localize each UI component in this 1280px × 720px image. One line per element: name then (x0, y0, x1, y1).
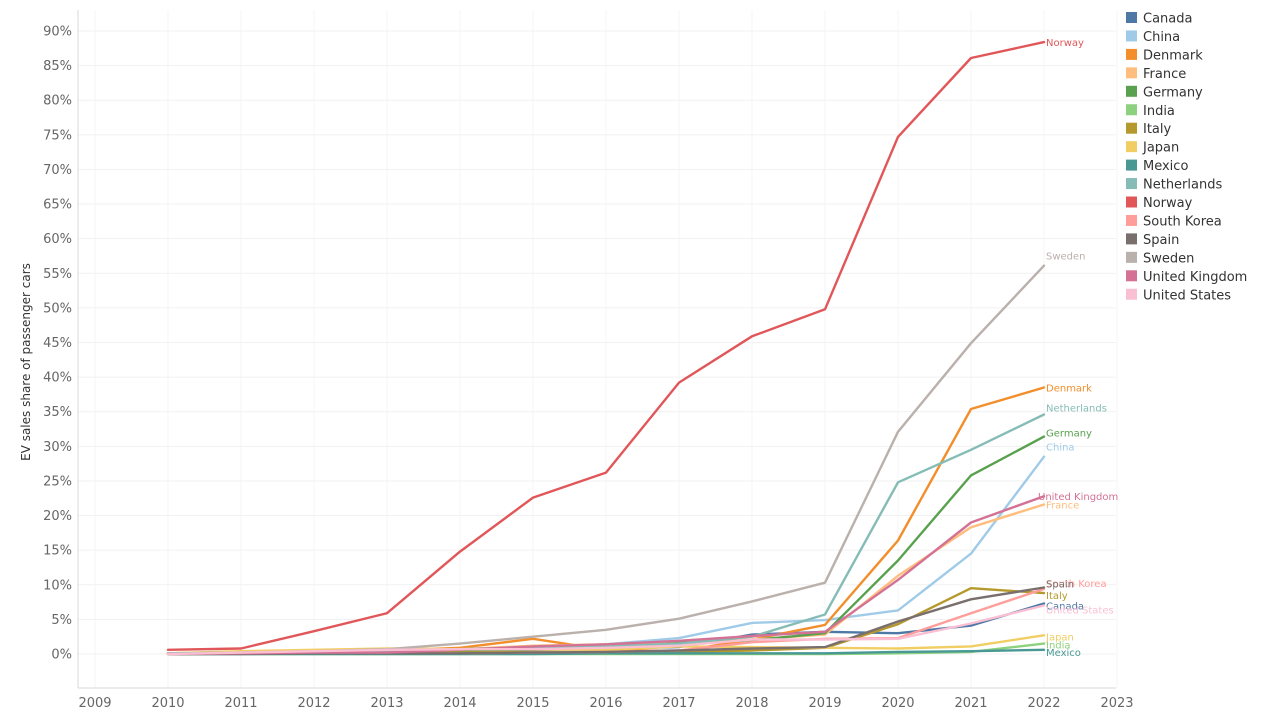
legend-label-spain: Spain (1143, 233, 1179, 248)
x-tick-label: 2016 (589, 696, 622, 711)
legend-label-germany: Germany (1143, 85, 1203, 100)
legend-label-south-korea: South Korea (1143, 214, 1222, 229)
end-label-japan: Japan (1045, 632, 1074, 643)
end-label-germany: Germany (1046, 429, 1092, 440)
y-tick-label: 50% (43, 301, 72, 316)
legend-swatch-norway (1126, 196, 1137, 208)
end-label-netherlands: Netherlands (1046, 403, 1107, 414)
y-axis-title: EV sales share of passenger cars (19, 263, 33, 461)
y-tick-label: 70% (43, 163, 72, 178)
legend-label-denmark: Denmark (1143, 48, 1203, 63)
series-line-united-states (166, 604, 1046, 656)
legend-swatch-united-states (1126, 288, 1137, 300)
y-tick-label: 90% (43, 25, 72, 40)
y-tick-label: 30% (43, 440, 72, 455)
end-label-france: France (1046, 500, 1079, 511)
series-line-norway (166, 40, 1046, 651)
y-tick-label: 45% (43, 336, 72, 351)
legend-label-japan: Japan (1142, 141, 1179, 156)
series-lines (166, 40, 1046, 656)
legend-swatch-france (1126, 67, 1137, 79)
x-tick-label: 2019 (808, 696, 841, 711)
end-label-sweden: Sweden (1046, 252, 1086, 263)
gridlines (78, 10, 1118, 688)
x-tick-label: 2009 (78, 696, 111, 711)
x-tick-label: 2010 (151, 696, 184, 711)
y-tick-label: 10% (43, 578, 72, 593)
end-label-norway: Norway (1046, 38, 1084, 49)
x-tick-label: 2013 (370, 696, 403, 711)
x-tick-label: 2021 (954, 696, 987, 711)
legend-swatch-netherlands (1126, 178, 1137, 190)
legend-label-united-states: United States (1143, 288, 1231, 303)
legend-swatch-germany (1126, 85, 1137, 97)
legend-swatch-spain (1126, 233, 1137, 245)
axes: 0% 5% 10% 15% 20% 25% 30% 35% 40% 45% 50% 55% 60% 65%… (43, 10, 1134, 711)
legend-swatch-india (1126, 104, 1137, 116)
legend-swatch-japan (1126, 141, 1137, 153)
y-tick-label: 20% (43, 509, 72, 524)
y-tick-label: 80% (43, 94, 72, 109)
legend-label-norway: Norway (1143, 196, 1193, 211)
end-label-united-kingdom: United Kingdom (1038, 492, 1118, 503)
y-tick-label: 85% (43, 59, 72, 74)
x-tick-label: 2017 (662, 696, 695, 711)
y-tick-label: 40% (43, 371, 72, 386)
x-tick-label: 2012 (297, 696, 330, 711)
y-tick-label: 60% (43, 232, 72, 247)
legend-swatch-denmark (1126, 48, 1137, 60)
x-tick-label: 2023 (1100, 696, 1133, 711)
legend-swatch-canada (1126, 12, 1137, 23)
legend-label-united-kingdom: United Kingdom (1143, 270, 1247, 285)
end-label-italy: Italy (1046, 591, 1068, 602)
x-tick-label: 2020 (881, 696, 914, 711)
y-tick-label: 75% (43, 128, 72, 143)
y-tick-label: 55% (43, 267, 72, 282)
x-tick-label: 2018 (735, 696, 768, 711)
legend-label-china: China (1143, 30, 1180, 45)
end-label-mexico: Mexico (1046, 648, 1081, 659)
end-label-china: China (1046, 443, 1075, 454)
legend-swatch-italy (1126, 122, 1137, 134)
end-label-spain: Spain (1046, 580, 1074, 591)
series-line-united-kingdom (166, 495, 1046, 656)
legend-label-france: France (1143, 67, 1186, 82)
end-label-india: India (1046, 641, 1071, 652)
y-tick-label: 0% (51, 648, 72, 663)
legend-label-netherlands: Netherlands (1143, 178, 1222, 193)
y-tick-label: 65% (43, 198, 72, 213)
legend-swatch-china (1126, 30, 1137, 42)
legend: Canada China Denmark France Germany India Ital… (1126, 12, 1247, 303)
legend-label-sweden: Sweden (1143, 251, 1194, 266)
y-tick-label: 25% (43, 474, 72, 489)
x-tick-label: 2014 (443, 696, 476, 711)
y-tick-label: 5% (51, 613, 72, 628)
y-tick-label: 15% (43, 544, 72, 559)
x-tick-label: 2011 (224, 696, 257, 711)
legend-label-india: India (1143, 104, 1175, 119)
x-tick-label: 2015 (516, 696, 549, 711)
legend-swatch-south-korea (1126, 214, 1137, 226)
series-line-japan (166, 634, 1046, 655)
legend-swatch-united-kingdom (1126, 270, 1137, 282)
legend-swatch-mexico (1126, 159, 1137, 171)
x-tick-label: 2022 (1027, 696, 1060, 711)
end-label-south-korea: South Korea (1046, 579, 1107, 590)
legend-label-mexico: Mexico (1143, 159, 1188, 174)
legend-swatch-sweden (1126, 251, 1137, 263)
legend-label-canada: Canada (1143, 12, 1192, 27)
end-label-canada: Canada (1046, 601, 1084, 612)
series-end-labels: Canada China Denmark France Germany India Ital… (1038, 38, 1118, 659)
y-tick-label: 35% (43, 405, 72, 420)
end-label-denmark: Denmark (1046, 383, 1092, 394)
end-label-united-states: United States (1046, 606, 1114, 617)
legend-label-italy: Italy (1143, 122, 1172, 137)
